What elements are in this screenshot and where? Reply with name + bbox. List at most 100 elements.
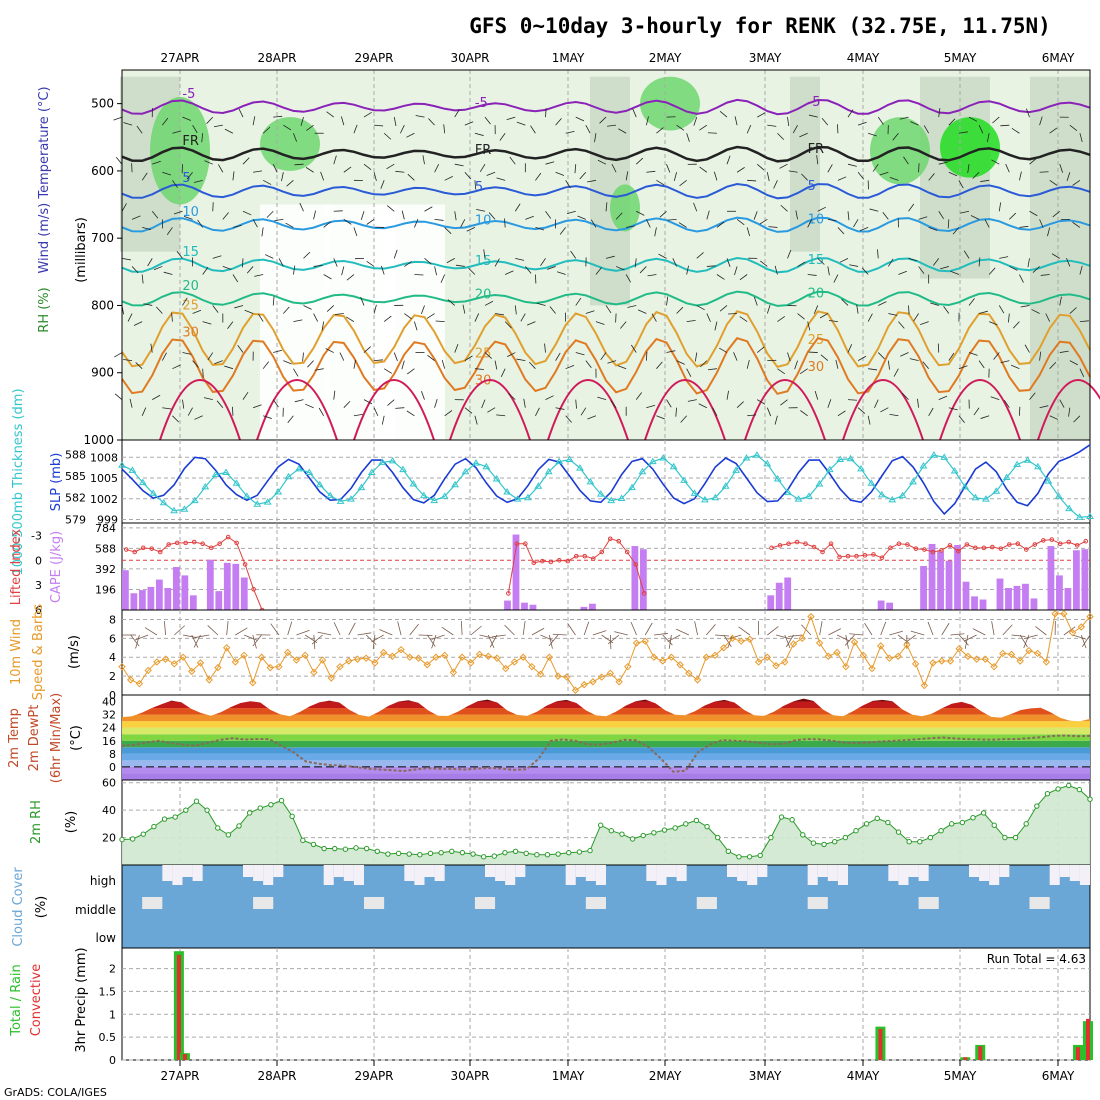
wind-barb [323,274,332,280]
wind-speed-point [842,662,850,671]
wind-barb [183,216,193,220]
rh-point [278,797,285,804]
rh-point [927,834,934,841]
wind-barb [877,352,885,360]
wind-speed-point [475,650,484,659]
wind-barb [938,211,944,220]
wind-barb [246,266,254,274]
wind-speed-point [676,661,684,669]
wind-barb [777,316,786,322]
thickness-point [836,455,845,462]
wind-speed-point [885,654,894,662]
li-point [157,549,163,555]
wind-barb [967,164,970,174]
thickness-point [596,490,605,497]
rh-tick-label: 60 [102,777,116,790]
surface-wind-barb [1072,634,1087,640]
cloud-gap-middle [253,897,274,909]
wind-barb [857,355,867,361]
thickness-point [461,467,470,475]
wind-barb [514,203,521,212]
surface-wind-barb [130,634,140,647]
wind-barb [780,204,788,212]
cloud-gap-high [333,865,344,877]
wind-barb [494,258,500,267]
thickness-point [378,458,387,465]
rh-point [959,819,966,826]
wind-barb [545,161,555,165]
wind-barb [877,249,879,259]
wind-barb [666,296,669,306]
cloud-gap-high [827,865,838,881]
wind-barb [232,274,239,283]
surface-wind-barb [958,634,969,646]
wind-barb [575,399,577,409]
wind-speed-point [249,679,257,687]
wind-speed-point [833,648,841,657]
rh-point [619,831,625,837]
wind-barb [404,313,412,320]
wind-speed-point [859,651,867,660]
wind-barb [172,364,181,370]
thickness-point [617,494,626,501]
wind-barb [988,267,996,275]
cape-bar [971,596,978,610]
temp-band [122,766,1090,774]
rh-point [714,834,721,841]
wind-barb [299,202,304,212]
wind-barb [877,116,884,125]
surface-wind-barb [252,634,257,649]
wind-speed-point [1042,658,1051,666]
thickness-point [222,468,230,475]
wind-speed-point [161,655,170,663]
wind-barb [305,403,314,409]
isotherm-35-arc [842,379,924,441]
surface-wind-barb [644,622,653,636]
wind-barb [182,399,185,409]
surface-wind-barb [607,634,620,645]
wind-barb [447,299,456,306]
wind-speed-point [292,656,301,664]
wind-barb [281,172,284,182]
credit-label: GrADS: COLA/IGES [4,1086,107,1099]
surface-wind-barb [991,621,995,636]
wind-barb [515,257,525,261]
day-label-bottom: 4MAY [847,1069,880,1083]
cloud-gap-high [1069,865,1080,881]
wind-barb [940,266,949,270]
wind-barb [366,260,375,267]
wind-barb [555,407,565,410]
rh-point [970,815,976,821]
wind-barb [162,117,169,126]
surface-wind-barb [333,622,341,636]
isotherm-35-arc [256,379,338,441]
isotherm-35-arc [353,379,435,441]
thickness-tick-label: 582 [65,492,86,505]
rh-point [576,849,583,855]
wind-speed-point [1060,610,1068,618]
rh-point [140,831,146,837]
wind-barb [587,415,597,420]
wind-barb [162,407,172,410]
surface-wind-barb [522,621,526,636]
temp-tick-label: 8 [109,748,116,761]
thickness-point [1034,462,1042,470]
rh-point [1076,786,1083,793]
wind-barb [115,157,123,165]
wind-barb [272,399,279,408]
wind-barb [699,166,708,173]
wind-barb [1051,253,1060,259]
wind-barb [1029,210,1038,217]
wind-speed-point [1068,628,1077,637]
wind-speed-point [903,641,911,649]
cloud-gap-high [979,865,990,881]
wind-barb [373,304,377,314]
wind-barb [585,124,591,134]
surface-wind-barb [662,634,673,646]
isotherm-label: 10 [475,213,492,228]
thickness-point [940,453,949,460]
wind-barb [483,249,486,259]
surface-wind-barb [592,630,607,636]
rh-point [332,845,338,852]
cloud-gap-high [575,865,586,877]
